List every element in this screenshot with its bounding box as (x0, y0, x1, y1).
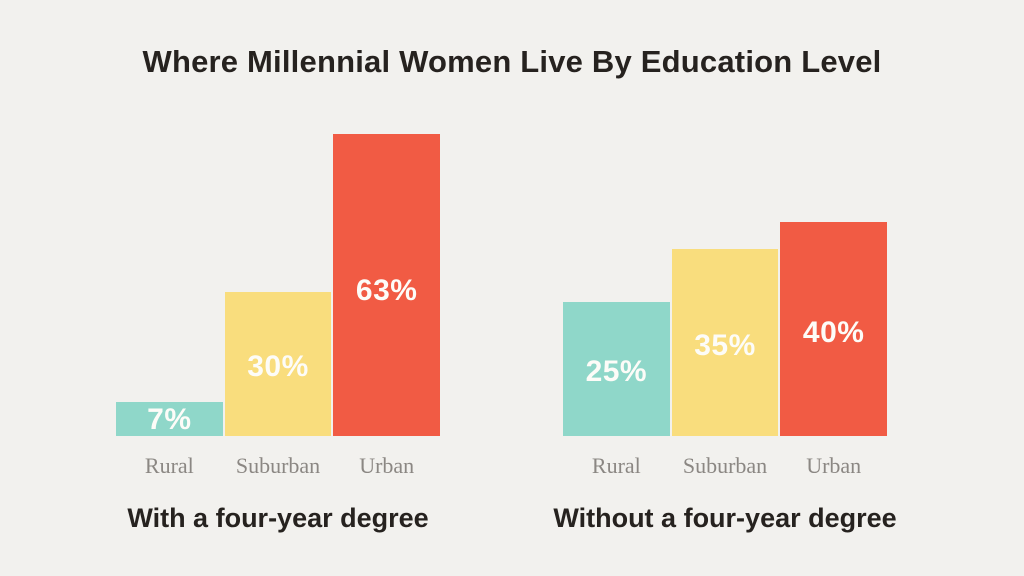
category-label: Suburban (682, 453, 768, 478)
bar-value-label: 7% (147, 402, 192, 436)
bar-value-label: 40% (802, 316, 865, 350)
bar-rural: 25% (563, 302, 670, 436)
category-label: Urban (359, 453, 415, 478)
category-label: Rural (144, 453, 194, 478)
bar-value-label: 25% (585, 354, 648, 388)
category-labels: Rural Suburban Urban (116, 453, 440, 479)
bar-value-label: 35% (694, 329, 756, 363)
chart-caption-with-degree: With a four-year degree (127, 503, 429, 533)
bar-urban: 63% (333, 134, 441, 436)
bar-suburban: 35% (671, 249, 779, 436)
category-label: Suburban (235, 453, 321, 478)
bars-group-with-degree: 7% 30% 63% (116, 134, 441, 436)
category-label: Urban (806, 453, 862, 478)
chart-title: Where Millennial Women Live By Education… (142, 44, 882, 79)
chart-caption-without-degree: Without a four-year degree (553, 503, 897, 533)
chart-with-degree: 7% 30% 63% Rural Suburban Urban With a four-… (116, 0, 441, 576)
category-labels: Rural Suburban Urban (563, 453, 887, 479)
category-label: Rural (591, 453, 641, 478)
bars-group-without-degree: 25% 35% 40% (563, 222, 888, 436)
bar-rural: 7% (116, 402, 223, 436)
bar-value-label: 63% (355, 274, 418, 308)
bar-urban: 40% (780, 222, 888, 436)
chart-without-degree: 25% 35% 40% Rural Suburban Urban Without a f… (553, 0, 897, 576)
bar-value-label: 30% (247, 349, 309, 383)
bar-suburban: 30% (224, 292, 332, 436)
